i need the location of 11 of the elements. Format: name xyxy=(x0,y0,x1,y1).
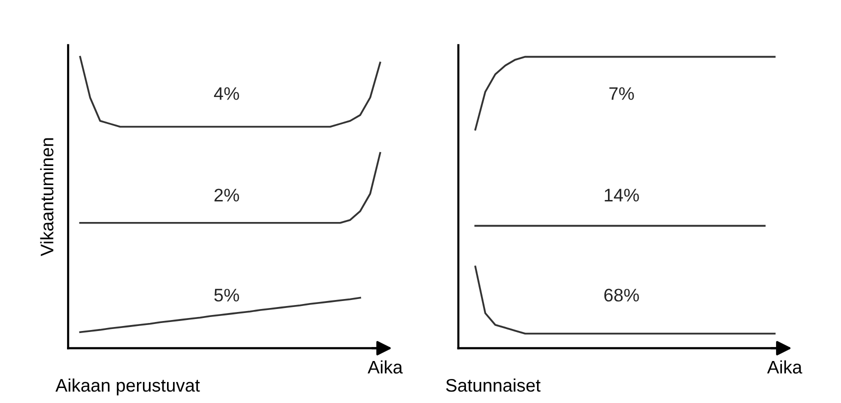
annotation: 5% xyxy=(214,288,240,302)
x-axis-title: Aika xyxy=(368,360,403,374)
annotation: 4% xyxy=(214,87,240,100)
text: Satunnaiset xyxy=(446,378,541,392)
text: Aikaan perustuvat xyxy=(55,378,200,396)
annotation: 14% xyxy=(604,188,639,202)
annotation: 68% xyxy=(604,288,639,302)
annotation: 7% xyxy=(609,87,634,100)
y-axis-title: Vikaantuminen xyxy=(40,138,54,256)
x-axis-title: Aika xyxy=(767,360,802,374)
annotation: 2% xyxy=(214,188,240,202)
